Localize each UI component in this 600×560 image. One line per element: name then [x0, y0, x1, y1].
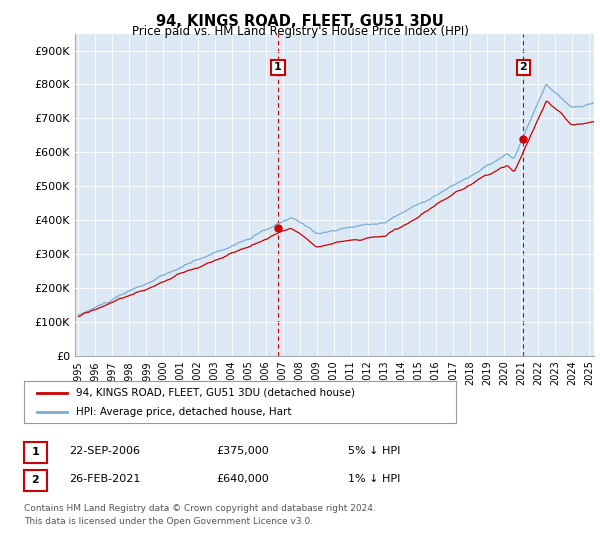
- Text: £640,000: £640,000: [216, 474, 269, 484]
- Text: 1: 1: [274, 63, 282, 72]
- Text: 1% ↓ HPI: 1% ↓ HPI: [348, 474, 400, 484]
- Text: 94, KINGS ROAD, FLEET, GU51 3DU: 94, KINGS ROAD, FLEET, GU51 3DU: [156, 14, 444, 29]
- Text: £375,000: £375,000: [216, 446, 269, 456]
- Text: 5% ↓ HPI: 5% ↓ HPI: [348, 446, 400, 456]
- Text: HPI: Average price, detached house, Hart: HPI: Average price, detached house, Hart: [76, 407, 292, 417]
- Text: 22-SEP-2006: 22-SEP-2006: [69, 446, 140, 456]
- Text: 2: 2: [32, 475, 39, 486]
- Text: 26-FEB-2021: 26-FEB-2021: [69, 474, 140, 484]
- Text: Contains HM Land Registry data © Crown copyright and database right 2024.: Contains HM Land Registry data © Crown c…: [24, 504, 376, 513]
- Text: 2: 2: [520, 63, 527, 72]
- Text: 94, KINGS ROAD, FLEET, GU51 3DU (detached house): 94, KINGS ROAD, FLEET, GU51 3DU (detache…: [76, 388, 355, 398]
- Text: This data is licensed under the Open Government Licence v3.0.: This data is licensed under the Open Gov…: [24, 516, 313, 526]
- Text: 1: 1: [32, 447, 39, 458]
- Text: Price paid vs. HM Land Registry's House Price Index (HPI): Price paid vs. HM Land Registry's House …: [131, 25, 469, 38]
